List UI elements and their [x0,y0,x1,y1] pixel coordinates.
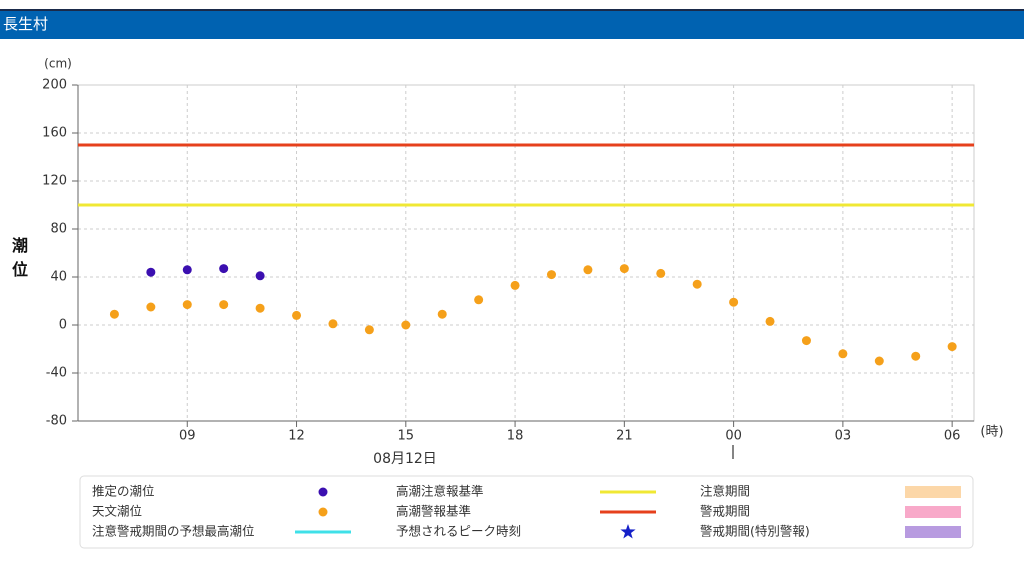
data-point [109,309,119,319]
data-point [656,268,666,278]
data-point [474,295,484,305]
y-unit: (cm) [44,57,72,71]
data-point [765,316,775,326]
legend-label: 推定の潮位 [92,484,155,499]
x-tick-label: 21 [616,429,633,444]
legend-marker [620,524,636,539]
data-point [146,267,156,277]
data-point [729,297,739,307]
data-point [182,265,192,275]
legend-marker [905,506,961,518]
x-tick-label: 03 [835,429,852,444]
x-tick-label: 06 [944,429,961,444]
legend-box [79,475,974,549]
data-point [510,280,520,290]
data-point [219,264,229,274]
legend-label: 注意期間 [700,484,750,499]
data-point [328,319,338,329]
y-axis-label: 潮位 [12,236,29,279]
y-tick-label: 160 [42,126,67,141]
data-point [619,264,629,274]
data-point [255,271,265,281]
data-point [437,309,447,319]
legend-marker [905,526,961,538]
legend-label: 注意警戒期間の予想最高潮位 [92,524,255,539]
data-point [219,300,229,310]
x-tick-label: 12 [288,429,305,444]
x-tick-label: 00 [725,429,742,444]
x-tick-label: 15 [398,429,415,444]
legend-marker [318,487,328,497]
x-tick-label: 18 [507,429,524,444]
data-point [146,302,156,312]
legend-label: 予想されるピーク時刻 [396,524,521,539]
data-point [292,310,302,320]
x-unit: (時) [980,425,1003,440]
legend-marker [905,486,961,498]
y-tick-label: -80 [46,414,67,429]
plot-frame [77,84,975,422]
data-point [546,270,556,280]
y-tick-label: 0 [59,318,67,333]
data-point [182,300,192,310]
y-tick-label: 120 [42,174,67,189]
data-point [838,349,848,359]
data-point [947,342,957,352]
data-point [401,320,411,330]
x-tick-label: 09 [179,429,196,444]
data-point [364,325,374,335]
header-bar: 長生村 [0,9,1024,39]
data-point [255,303,265,313]
legend-label: 天文潮位 [92,504,142,519]
y-tick-label: 40 [50,270,67,285]
y-tick-label: 80 [50,222,67,237]
data-point [911,351,921,361]
data-point [801,336,811,346]
legend-label: 警戒期間 [700,504,750,519]
legend-label: 高潮警報基準 [396,504,471,519]
data-point [874,356,884,366]
legend-label: 警戒期間(特別警報) [700,524,810,539]
data-point [583,265,593,275]
data-point [692,279,702,289]
legend-marker [318,507,328,517]
legend-label: 高潮注意報基準 [396,484,484,499]
date-label: 08月12日 [373,451,437,467]
y-tick-label: -40 [46,366,67,381]
y-tick-label: 200 [42,78,67,93]
